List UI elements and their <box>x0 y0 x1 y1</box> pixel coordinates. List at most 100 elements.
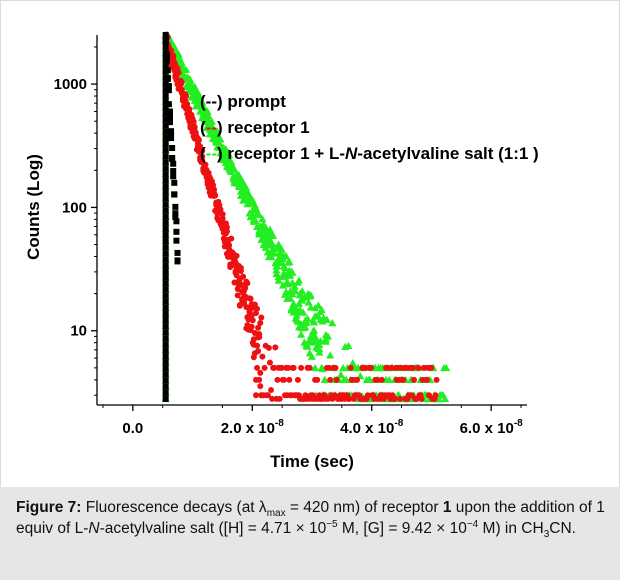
data-point <box>433 376 440 383</box>
data-point <box>269 395 276 402</box>
x-tick-text: 2.0 x 10 <box>221 420 275 437</box>
data-point <box>162 104 169 111</box>
data-point <box>169 155 176 162</box>
data-point <box>344 341 353 349</box>
data-point <box>442 363 451 372</box>
data-point <box>162 371 169 378</box>
x-tick-label: 2.0 x 10-8 <box>221 418 285 437</box>
data-point <box>162 359 169 366</box>
data-point <box>310 318 319 326</box>
data-point <box>385 375 394 384</box>
caption-text: = 420 nm) of receptor <box>285 499 443 516</box>
data-point <box>162 395 169 402</box>
data-point <box>162 62 169 69</box>
data-point <box>212 192 219 199</box>
data-point <box>245 191 254 199</box>
data-point <box>288 268 297 276</box>
figure-caption: Figure 7: Fluorescence decays (at λmax =… <box>0 487 620 580</box>
legend-label: ) receptor 1 <box>217 118 310 137</box>
data-point <box>162 268 169 275</box>
data-point <box>162 329 169 336</box>
data-point <box>409 364 416 371</box>
data-point <box>257 369 264 376</box>
series-receptor <box>162 32 440 402</box>
data-point <box>198 97 207 106</box>
caption-sup: −4 <box>466 518 479 530</box>
data-point <box>169 145 176 152</box>
data-point <box>268 387 275 394</box>
legend-swatch: -- <box>206 92 217 111</box>
data-point <box>303 314 312 322</box>
data-point <box>261 223 270 231</box>
data-point <box>182 65 191 73</box>
data-point <box>251 217 260 225</box>
data-point <box>171 179 178 186</box>
data-point <box>302 318 311 326</box>
x-tick-text: 4.0 x 10 <box>340 420 394 437</box>
data-point <box>391 395 398 402</box>
data-point <box>162 92 169 99</box>
data-point <box>162 225 169 232</box>
legend-label-italic: N <box>345 144 358 163</box>
data-point <box>326 364 333 371</box>
data-point <box>318 364 327 373</box>
data-point <box>162 43 169 50</box>
data-point <box>162 189 169 196</box>
data-point <box>306 364 313 371</box>
data-point <box>428 364 435 371</box>
data-point <box>162 377 169 384</box>
data-point <box>228 235 235 242</box>
data-point <box>332 364 339 371</box>
data-point <box>285 364 292 371</box>
x-tick-text: 6.0 x 10 <box>460 420 514 437</box>
data-point <box>310 326 319 334</box>
data-point <box>277 245 286 253</box>
data-point <box>162 86 169 93</box>
data-point <box>196 136 203 143</box>
legend-label: ) prompt <box>217 92 286 111</box>
data-point <box>186 106 193 113</box>
data-point <box>162 177 169 184</box>
caption-sub: max <box>266 508 286 520</box>
data-point <box>162 286 169 293</box>
data-point <box>311 363 320 372</box>
data-point <box>166 114 173 121</box>
data-point <box>257 383 264 390</box>
data-point <box>162 80 169 87</box>
data-point <box>162 365 169 372</box>
caption-sub: 3 <box>543 529 550 541</box>
data-point <box>207 117 216 125</box>
caption-text: -acetylvaline salt ([H] = 4.71 × 10 <box>99 520 327 537</box>
data-point <box>230 165 239 173</box>
data-point <box>162 49 169 56</box>
data-point <box>204 112 213 120</box>
legend-paren: ( <box>200 144 206 163</box>
data-point <box>298 286 307 295</box>
data-point <box>175 69 182 76</box>
data-point <box>326 351 335 359</box>
caption-text: Fluorescence decays (at λ <box>81 499 267 516</box>
data-point <box>258 314 265 321</box>
data-point <box>219 215 226 222</box>
data-point <box>162 274 169 281</box>
data-point <box>274 276 283 284</box>
data-point <box>216 135 225 143</box>
caption-sup: −5 <box>326 518 338 530</box>
data-point <box>248 323 255 330</box>
data-point <box>166 108 173 115</box>
x-axis-title: Time (sec) <box>270 452 354 471</box>
y-axis-title: Counts (Log) <box>24 154 43 260</box>
data-point <box>299 308 308 316</box>
data-point <box>273 262 282 270</box>
data-point <box>162 250 169 257</box>
data-point <box>217 206 224 213</box>
data-point <box>415 364 422 371</box>
data-point <box>162 310 169 317</box>
data-point <box>162 341 169 348</box>
data-point <box>173 218 180 225</box>
data-point <box>162 68 169 75</box>
data-point <box>162 183 169 190</box>
data-point <box>256 376 263 383</box>
data-point <box>162 389 169 396</box>
data-point <box>162 232 169 239</box>
